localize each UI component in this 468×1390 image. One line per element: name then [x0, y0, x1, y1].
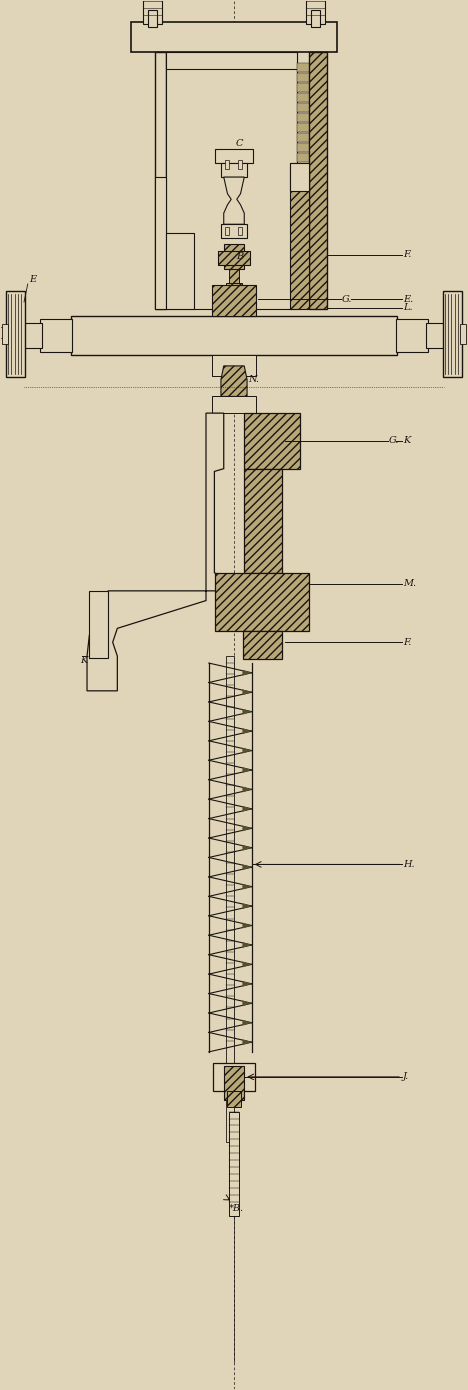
Text: J.: J.	[403, 1072, 409, 1081]
Bar	[166, 51, 297, 68]
Bar	[297, 113, 309, 122]
Bar	[215, 149, 253, 163]
Bar	[224, 243, 244, 268]
Polygon shape	[242, 787, 252, 792]
Text: B: B	[236, 252, 243, 261]
Bar	[216, 303, 252, 317]
Bar	[226, 282, 242, 296]
Text: K: K	[80, 656, 87, 664]
Bar	[148, 10, 157, 26]
Bar	[166, 51, 297, 309]
Polygon shape	[242, 865, 252, 870]
Bar	[244, 413, 300, 468]
Text: E: E	[29, 275, 36, 285]
Bar	[6, 291, 25, 377]
Bar	[71, 316, 397, 354]
Bar	[40, 318, 72, 352]
Bar	[226, 656, 234, 1143]
Polygon shape	[242, 670, 252, 676]
Polygon shape	[242, 845, 252, 851]
Polygon shape	[242, 689, 252, 695]
Bar	[212, 396, 256, 413]
Polygon shape	[242, 748, 252, 753]
Polygon shape	[242, 709, 252, 714]
Bar	[290, 163, 309, 309]
Bar	[311, 10, 320, 26]
Bar	[225, 160, 229, 168]
Bar	[297, 74, 309, 82]
Text: H.: H.	[403, 860, 415, 869]
Polygon shape	[242, 904, 252, 909]
Text: N.: N.	[248, 375, 259, 384]
Text: F.: F.	[403, 638, 411, 646]
Polygon shape	[242, 1001, 252, 1006]
Bar	[166, 232, 194, 309]
Bar	[297, 93, 309, 101]
Polygon shape	[242, 767, 252, 773]
Bar	[213, 1063, 255, 1091]
Polygon shape	[87, 413, 224, 691]
Text: M.: M.	[403, 580, 416, 588]
Polygon shape	[242, 923, 252, 929]
Polygon shape	[242, 806, 252, 812]
Bar	[227, 1091, 241, 1108]
Bar	[215, 573, 309, 631]
Polygon shape	[221, 366, 247, 396]
Polygon shape	[242, 962, 252, 967]
Bar	[229, 1112, 239, 1216]
Bar	[238, 227, 242, 235]
Bar	[89, 591, 108, 657]
Bar	[443, 291, 462, 377]
Bar	[297, 153, 309, 161]
Bar	[218, 250, 250, 264]
Bar	[290, 163, 309, 190]
Bar	[461, 324, 466, 343]
Bar	[132, 21, 336, 51]
Bar	[225, 227, 229, 235]
Polygon shape	[242, 981, 252, 987]
Bar	[229, 268, 239, 289]
Polygon shape	[242, 942, 252, 948]
Bar	[426, 322, 445, 348]
Bar	[155, 177, 166, 309]
Text: G.: G.	[342, 295, 353, 304]
Bar	[224, 1066, 244, 1101]
Polygon shape	[242, 1040, 252, 1045]
Bar	[297, 133, 309, 142]
Polygon shape	[242, 1020, 252, 1026]
Polygon shape	[242, 884, 252, 890]
Bar	[243, 631, 282, 659]
Text: F.: F.	[403, 250, 411, 260]
Text: *B.: *B.	[228, 1204, 243, 1213]
Bar	[309, 51, 327, 309]
Polygon shape	[242, 826, 252, 831]
Bar	[297, 103, 309, 111]
Text: L.: L.	[403, 303, 412, 313]
Text: C: C	[236, 139, 243, 149]
Bar	[212, 354, 256, 375]
Bar	[143, 0, 161, 24]
Polygon shape	[224, 177, 244, 224]
Bar	[221, 224, 247, 238]
Bar	[297, 143, 309, 152]
Bar	[297, 83, 309, 92]
Bar	[297, 124, 309, 132]
Bar	[221, 296, 247, 317]
Bar	[2, 324, 7, 343]
Bar	[212, 285, 256, 316]
Text: G.: G.	[389, 436, 399, 445]
Bar	[238, 160, 242, 168]
Polygon shape	[242, 728, 252, 734]
Bar	[396, 318, 428, 352]
Bar	[244, 468, 282, 573]
Bar	[221, 163, 247, 177]
Bar	[155, 51, 166, 309]
Text: E.: E.	[403, 295, 413, 304]
Bar	[23, 322, 42, 348]
Bar	[297, 63, 309, 72]
Bar	[307, 0, 325, 24]
Text: K: K	[403, 436, 410, 445]
